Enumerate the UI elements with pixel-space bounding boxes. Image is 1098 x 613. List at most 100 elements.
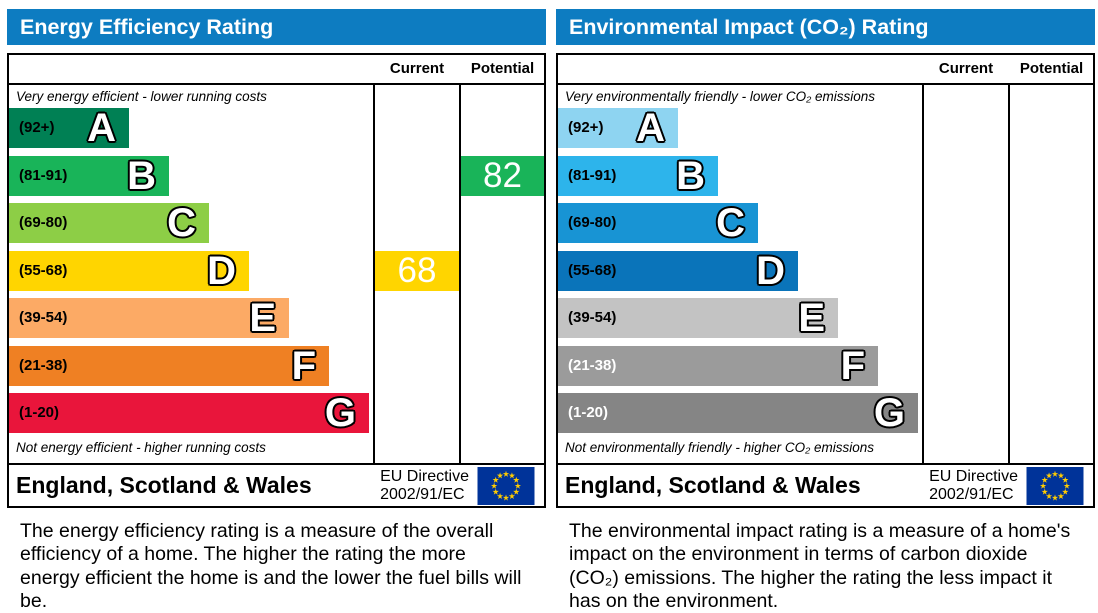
- eu-flag-star: [502, 470, 510, 477]
- eu-flag-star: [508, 471, 516, 478]
- eu-directive-label: EU Directive 2002/91/EC: [380, 468, 469, 504]
- eu-flag-star: [490, 482, 498, 489]
- eu-flag-star: [1041, 488, 1048, 495]
- eu-directive-line2: 2002/91/EC: [380, 485, 465, 503]
- eu-flag-star: [1045, 471, 1053, 478]
- eu-flag: [477, 466, 535, 505]
- eu-flag: [1026, 466, 1084, 505]
- band-letter: B: [127, 153, 156, 198]
- band-range-label: (1-20): [19, 404, 60, 421]
- band-row-b: (81-91) B: [9, 153, 169, 198]
- band-row-f: (21-38) F: [9, 343, 329, 388]
- eu-flag-star: [502, 494, 510, 501]
- band-row-a: (92+) A: [9, 108, 129, 148]
- environmental-panel-header: Environmental Impact (CO₂) Rating: [556, 9, 1095, 45]
- table-footer: England, Scotland & Wales EU Directive 2…: [9, 463, 544, 506]
- energy-efficiency-panel: Energy Efficiency Rating Current Potenti…: [7, 9, 546, 612]
- eu-directive-line1: EU Directive: [929, 467, 1018, 485]
- table-footer: England, Scotland & Wales EU Directive 2…: [558, 463, 1093, 506]
- column-divider: [1008, 55, 1010, 506]
- potential-rating-value: 82: [483, 155, 522, 195]
- band-row-d: (55-68) D: [558, 248, 798, 293]
- energy-panel-header: Energy Efficiency Rating: [7, 9, 546, 45]
- eu-flag-star: [496, 492, 504, 499]
- top-caption: Very environmentally friendly - lower CO…: [565, 89, 875, 104]
- potential-rating-badge: 82: [461, 155, 544, 196]
- band-range-label: (55-68): [19, 261, 68, 279]
- region-label: England, Scotland & Wales: [16, 472, 312, 498]
- band-range-label: (81-91): [568, 166, 617, 184]
- band-range-label: (69-80): [568, 214, 617, 231]
- bottom-caption: Not energy efficient - higher running co…: [16, 440, 266, 455]
- band-letter: D: [207, 248, 236, 293]
- eu-flag-star: [1062, 488, 1069, 495]
- band-letter: A: [87, 106, 116, 150]
- band-letter: F: [291, 343, 316, 388]
- band-row-c: (69-80) C: [558, 203, 758, 243]
- band-row-g: (1-20) G: [558, 393, 918, 433]
- current-column-header: Current: [389, 60, 445, 77]
- band-letter: B: [676, 153, 705, 198]
- top-caption: Very energy efficient - lower running co…: [16, 89, 267, 104]
- table-header-row: Current Potential: [558, 55, 1093, 85]
- eu-flag-star: [1062, 476, 1069, 483]
- band-letter: A: [636, 106, 665, 150]
- environmental-description-text: The environmental impact rating is a mea…: [569, 520, 1071, 612]
- potential-column-header: Potential: [470, 60, 535, 77]
- table-header-row: Current Potential: [9, 55, 544, 85]
- band-range-label: (21-38): [19, 356, 68, 374]
- band-letter: C: [167, 201, 196, 245]
- eu-flag-star: [1051, 494, 1059, 501]
- band-letter: C: [716, 201, 745, 245]
- eu-directive-label: EU Directive 2002/91/EC: [929, 468, 1018, 504]
- band-letter: D: [756, 248, 785, 293]
- eu-flag-star: [1051, 470, 1059, 477]
- band-row-e: (39-54) E: [9, 298, 289, 338]
- eu-flag-star: [496, 471, 504, 478]
- eu-flag-star: [1057, 471, 1065, 478]
- environmental-impact-panel: Environmental Impact (CO₂) Rating Curren…: [549, 0, 1098, 613]
- band-letter: F: [840, 343, 865, 388]
- eu-flag-star: [1041, 476, 1048, 483]
- region-label: England, Scotland & Wales: [565, 472, 861, 498]
- eu-flag-star: [513, 476, 520, 483]
- eu-flag-star: [514, 482, 522, 489]
- column-divider: [922, 55, 924, 506]
- band-range-label: (55-68): [568, 261, 617, 279]
- current-rating-badge: 68: [375, 250, 459, 291]
- column-divider: [459, 55, 461, 506]
- bottom-caption: Not environmentally friendly - higher CO…: [565, 440, 875, 455]
- band-letter: E: [798, 296, 825, 340]
- band-range-label: (39-54): [19, 309, 68, 326]
- eu-directive-line1: EU Directive: [380, 467, 469, 485]
- potential-column-header: Potential: [1019, 60, 1084, 77]
- eu-flag-star: [1045, 492, 1053, 499]
- eu-flag-star: [513, 488, 520, 495]
- band-row-e: (39-54) E: [558, 298, 838, 338]
- current-rating-value: 68: [397, 250, 437, 290]
- eu-flag-star: [508, 492, 516, 499]
- band-range-label: (1-20): [568, 404, 609, 421]
- energy-description-text: The energy efficiency rating is a measur…: [20, 520, 522, 612]
- energy-rating-table: Current Potential Very energy efficient …: [7, 53, 546, 508]
- band-row-f: (21-38) F: [558, 343, 878, 388]
- band-row-d: (55-68) D: [9, 248, 249, 293]
- environmental-panel-title: Environmental Impact (CO₂) Rating: [569, 14, 929, 39]
- band-letter: G: [873, 391, 905, 435]
- eu-directive-line2: 2002/91/EC: [929, 485, 1014, 503]
- band-row-c: (69-80) C: [9, 203, 209, 243]
- band-row-b: (81-91) B: [558, 153, 718, 198]
- eu-flag-star: [1063, 482, 1071, 489]
- band-letter: G: [324, 391, 356, 435]
- band-range-label: (81-91): [19, 166, 68, 184]
- current-column-header: Current: [938, 60, 994, 77]
- eu-flag-star: [492, 476, 499, 483]
- band-row-a: (92+) A: [558, 108, 678, 148]
- band-letter: E: [249, 296, 276, 340]
- environmental-rating-table: Current Potential Very environmentally f…: [556, 53, 1095, 508]
- eu-flag-star: [1039, 482, 1047, 489]
- column-divider: [373, 55, 375, 506]
- band-range-label: (92+): [568, 119, 604, 136]
- band-range-label: (21-38): [568, 356, 617, 374]
